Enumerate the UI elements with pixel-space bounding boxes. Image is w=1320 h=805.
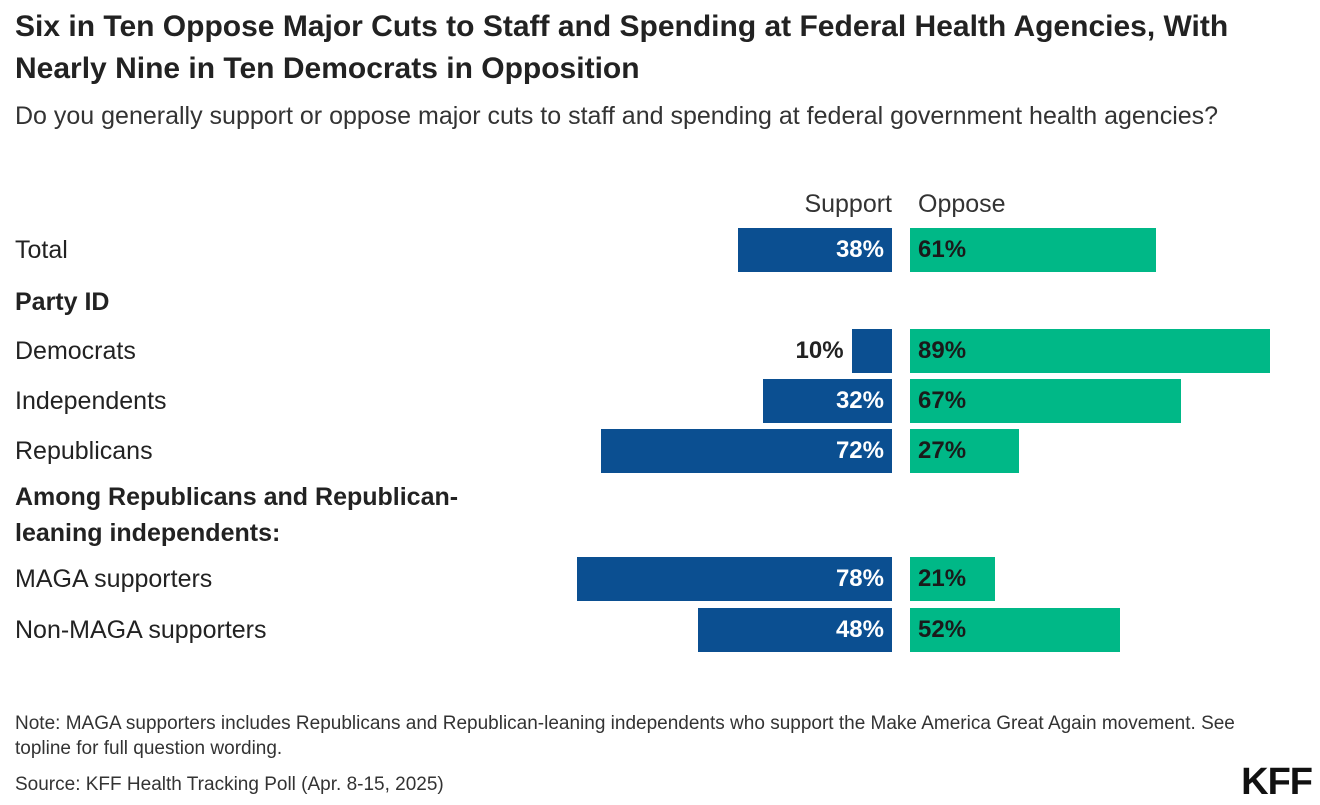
support-bar-total bbox=[738, 228, 892, 272]
row-label-total: Total bbox=[15, 236, 68, 264]
oppose-bar-maga-supporters bbox=[910, 557, 995, 601]
support-value-maga-supporters: 78% bbox=[835, 565, 884, 592]
chart-source: Source: KFF Health Tracking Poll (Apr. 8… bbox=[15, 774, 444, 795]
oppose-bar-independents bbox=[910, 379, 1181, 423]
support-value-total: 38% bbox=[835, 236, 884, 263]
section-label-party-id: Party ID bbox=[15, 288, 110, 316]
row-label-maga-supporters: MAGA supporters bbox=[15, 565, 213, 593]
oppose-bar-republicans bbox=[910, 429, 1020, 473]
chart-note: Note: MAGA supporters includes Republica… bbox=[15, 713, 1235, 759]
oppose-value-democrats: 89% bbox=[918, 337, 967, 364]
support-value-democrats: 10% bbox=[795, 337, 844, 364]
oppose-bar-non-maga-supporters bbox=[910, 608, 1121, 652]
support-bar-independents bbox=[762, 379, 892, 423]
row-label-republicans: Republicans bbox=[15, 437, 153, 465]
chart-title: Six in Ten Oppose Major Cuts to Staff an… bbox=[15, 10, 1229, 85]
oppose-bar-total bbox=[910, 228, 1157, 272]
kff-logo: KFF bbox=[1241, 761, 1313, 803]
support-bar-democrats bbox=[851, 329, 892, 373]
support-bar-maga-supporters bbox=[576, 557, 892, 601]
oppose-value-republicans: 27% bbox=[918, 437, 967, 464]
oppose-value-non-maga-supporters: 52% bbox=[918, 616, 967, 643]
oppose-column-header: Oppose bbox=[918, 190, 1006, 218]
row-label-independents: Independents bbox=[15, 387, 167, 415]
support-value-non-maga-supporters: 48% bbox=[835, 616, 884, 643]
support-value-independents: 32% bbox=[835, 387, 884, 414]
oppose-value-independents: 67% bbox=[918, 387, 967, 414]
support-value-republicans: 72% bbox=[835, 437, 884, 464]
oppose-bar-democrats bbox=[910, 329, 1270, 373]
oppose-value-maga-supporters: 21% bbox=[918, 565, 967, 592]
chart-subtitle: Do you generally support or oppose major… bbox=[15, 102, 1219, 130]
oppose-value-total: 61% bbox=[918, 236, 967, 263]
support-bar-republicans bbox=[601, 429, 892, 473]
support-bar-non-maga-supporters bbox=[698, 608, 892, 652]
support-column-header: Support bbox=[804, 190, 892, 218]
section-label-republican-leaners: Among Republicans and Republican-leaning… bbox=[15, 483, 459, 547]
row-label-non-maga-supporters: Non-MAGA supporters bbox=[15, 616, 267, 644]
row-label-democrats: Democrats bbox=[15, 337, 136, 365]
